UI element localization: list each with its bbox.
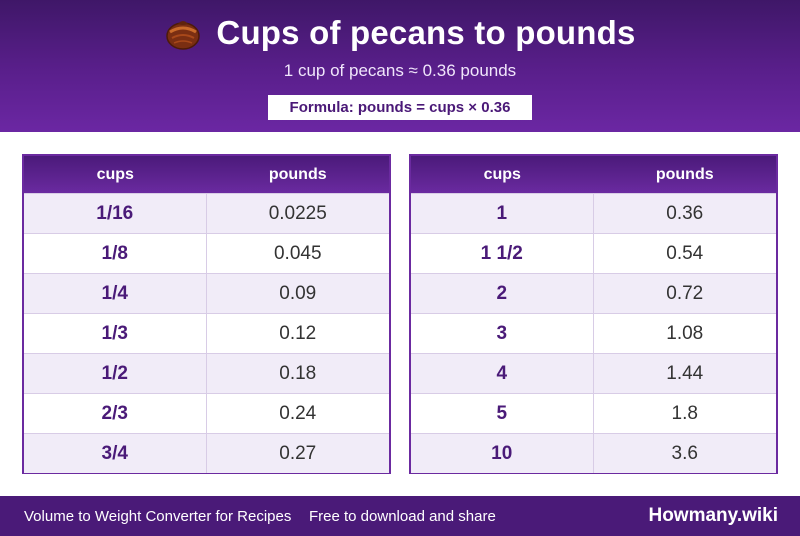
table-row: 1/2 0.18 <box>24 353 389 393</box>
table-row: 3/4 0.27 <box>24 433 389 473</box>
page-title: Cups of pecans to pounds <box>216 14 636 51</box>
cups-cell: 4 <box>411 354 594 393</box>
cups-cell: 2/3 <box>24 394 207 433</box>
cups-cell: 1 <box>411 194 594 233</box>
pounds-cell: 0.24 <box>279 402 317 424</box>
cups-cell: 2 <box>411 274 594 313</box>
pounds-cell: 0.27 <box>279 442 317 464</box>
pecan-icon <box>164 14 202 52</box>
table-row: 5 1.8 <box>411 393 776 433</box>
table-header: cups pounds <box>411 156 776 193</box>
table-header: cups pounds <box>24 156 389 193</box>
footer-converter-text: Volume to Weight Converter for Recipes <box>24 507 292 525</box>
footer-share-text: Free to download and share <box>309 507 496 525</box>
cups-cell: 1/8 <box>24 234 207 273</box>
pounds-cell: 0.12 <box>279 322 317 344</box>
cups-cell: 1/4 <box>24 274 207 313</box>
table-row: 2/3 0.24 <box>24 393 389 433</box>
table-row: 1 1/2 0.54 <box>411 233 776 273</box>
pounds-cell: 1.8 <box>671 402 698 424</box>
title-row: Cups of pecans to pounds <box>0 14 800 52</box>
footer: Volume to Weight Converter for Recipes F… <box>0 496 800 536</box>
cups-cell: 3 <box>411 314 594 353</box>
table-row: 1/3 0.12 <box>24 313 389 353</box>
cups-cell: 5 <box>411 394 594 433</box>
table-row: 1 0.36 <box>411 193 776 233</box>
pounds-cell: 0.36 <box>666 202 704 224</box>
pounds-cell: 0.18 <box>279 362 317 384</box>
formula-box: Formula: pounds = cups × 0.36 <box>268 95 532 120</box>
header: Cups of pecans to pounds 1 cup of pecans… <box>0 0 800 132</box>
cups-cell: 1 1/2 <box>411 234 594 273</box>
column-header-pounds: pounds <box>655 165 714 183</box>
column-header-pounds: pounds <box>268 165 327 183</box>
pounds-cell: 1.08 <box>666 322 704 344</box>
column-header-cups: cups <box>96 165 134 183</box>
pounds-cell: 0.045 <box>273 242 322 264</box>
pounds-cell: 0.09 <box>279 282 317 304</box>
table-row: 10 3.6 <box>411 433 776 473</box>
table-row: 2 0.72 <box>411 273 776 313</box>
pounds-cell: 0.72 <box>666 282 704 304</box>
conversion-table-left: cups pounds 1/16 0.0225 1/8 0.045 1/4 0.09 … <box>22 154 391 474</box>
cups-cell: 1/16 <box>24 194 207 233</box>
table-row: 1/4 0.09 <box>24 273 389 313</box>
pounds-cell: 0.54 <box>666 242 704 264</box>
table-row: 4 1.44 <box>411 353 776 393</box>
cups-cell: 10 <box>411 434 594 473</box>
table-row: 3 1.08 <box>411 313 776 353</box>
pounds-cell: 1.44 <box>666 362 704 384</box>
table-row: 1/8 0.045 <box>24 233 389 273</box>
pounds-cell: 0.0225 <box>268 202 327 224</box>
conversion-table-right: cups pounds 1 0.36 1 1/2 0.54 2 0.72 3 1.08 … <box>409 154 778 474</box>
cups-cell: 1/3 <box>24 314 207 353</box>
page-subtitle: 1 cup of pecans ≈ 0.36 pounds <box>283 61 517 80</box>
cups-cell: 3/4 <box>24 434 207 473</box>
cups-cell: 1/2 <box>24 354 207 393</box>
pounds-cell: 3.6 <box>671 442 698 464</box>
table-row: 1/16 0.0225 <box>24 193 389 233</box>
brand-logo-text[interactable]: Howmany.wiki <box>648 505 778 526</box>
column-header-cups: cups <box>483 165 521 183</box>
